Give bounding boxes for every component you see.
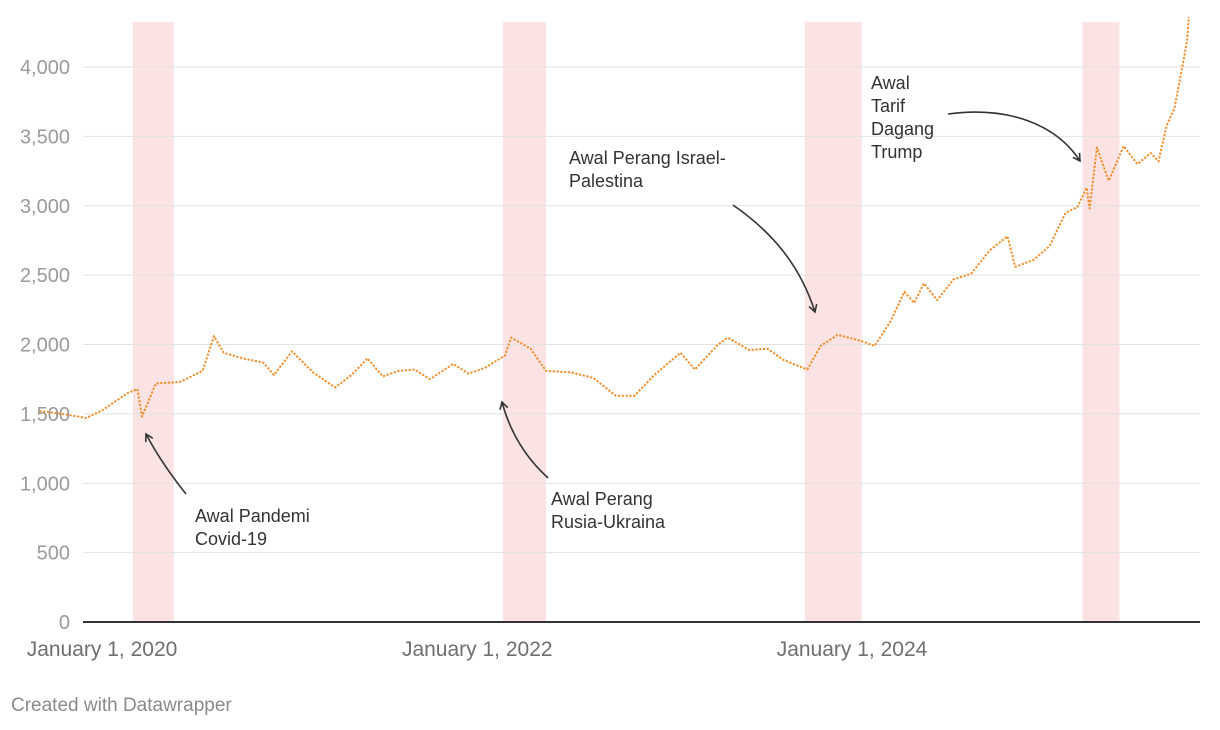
event-bands [132, 22, 1120, 622]
y-tick-label: 3,000 [20, 196, 70, 218]
y-tick-label: 4,000 [20, 57, 70, 79]
footer-credit: Created with Datawrapper [11, 695, 232, 716]
y-tick-label: 3,500 [20, 126, 70, 148]
annotation-text: Palestina [569, 171, 644, 191]
annotation-1: Awal Pandemi Covid-19 [144, 432, 310, 549]
y-tick-label: 0 [59, 612, 70, 634]
grid-lines [83, 66, 1200, 554]
annotation-text: Awal Perang [551, 489, 653, 509]
event-band-3 [804, 22, 862, 622]
annotation-4: Awal Tarif Dagang Trump [871, 73, 1081, 163]
y-axis: 0 500 1,000 1,500 2,000 2,500 3,000 3,500 4,000 [20, 57, 70, 634]
series-line-1 [39, 16, 1190, 419]
annotation-arrow [144, 432, 187, 495]
annotation-text: Dagang [871, 119, 934, 139]
line-chart: 05001,0001,5002,0002,5003,0003,5004,000 … [20, 16, 1200, 661]
event-band-2 [502, 22, 547, 622]
annotation-2: Awal Perang Rusia-Ukraina [499, 400, 666, 532]
annotations: Awal Pandemi Covid-19 Awal Perang Rusia-Ukr… [144, 73, 1081, 549]
y-tick-label: 500 [37, 543, 70, 565]
annotation-arrow [947, 111, 1081, 163]
annotation-text: Awal Perang Israel- [569, 148, 726, 168]
annotation-arrow [499, 400, 549, 479]
event-band-4 [1082, 22, 1120, 622]
annotation-text: Rusia-Ukraina [551, 512, 666, 532]
annotation-3: Awal Perang Israel- Palestina [569, 148, 818, 314]
annotation-text: Tarif [871, 96, 906, 116]
x-axis: January 1, 2020 January 1, 2022 January 1,… [27, 638, 928, 661]
x-tick-label: January 1, 2020 [27, 638, 178, 661]
annotation-text: Awal Pandemi [195, 506, 310, 526]
y-tick-label: 1,000 [20, 473, 70, 495]
annotation-text: Trump [871, 142, 922, 162]
series-layer [39, 16, 1190, 419]
annotation-text: Covid-19 [195, 529, 267, 549]
x-tick-label: January 1, 2024 [777, 638, 928, 661]
x-tick-label: January 1, 2022 [402, 638, 553, 661]
y-tick-label: 2,500 [20, 265, 70, 287]
event-band-1 [132, 22, 174, 622]
annotation-text: Awal [871, 73, 910, 93]
y-tick-label: 1,500 [20, 404, 70, 426]
y-tick-label: 2,000 [20, 335, 70, 357]
annotation-arrow [732, 204, 818, 314]
